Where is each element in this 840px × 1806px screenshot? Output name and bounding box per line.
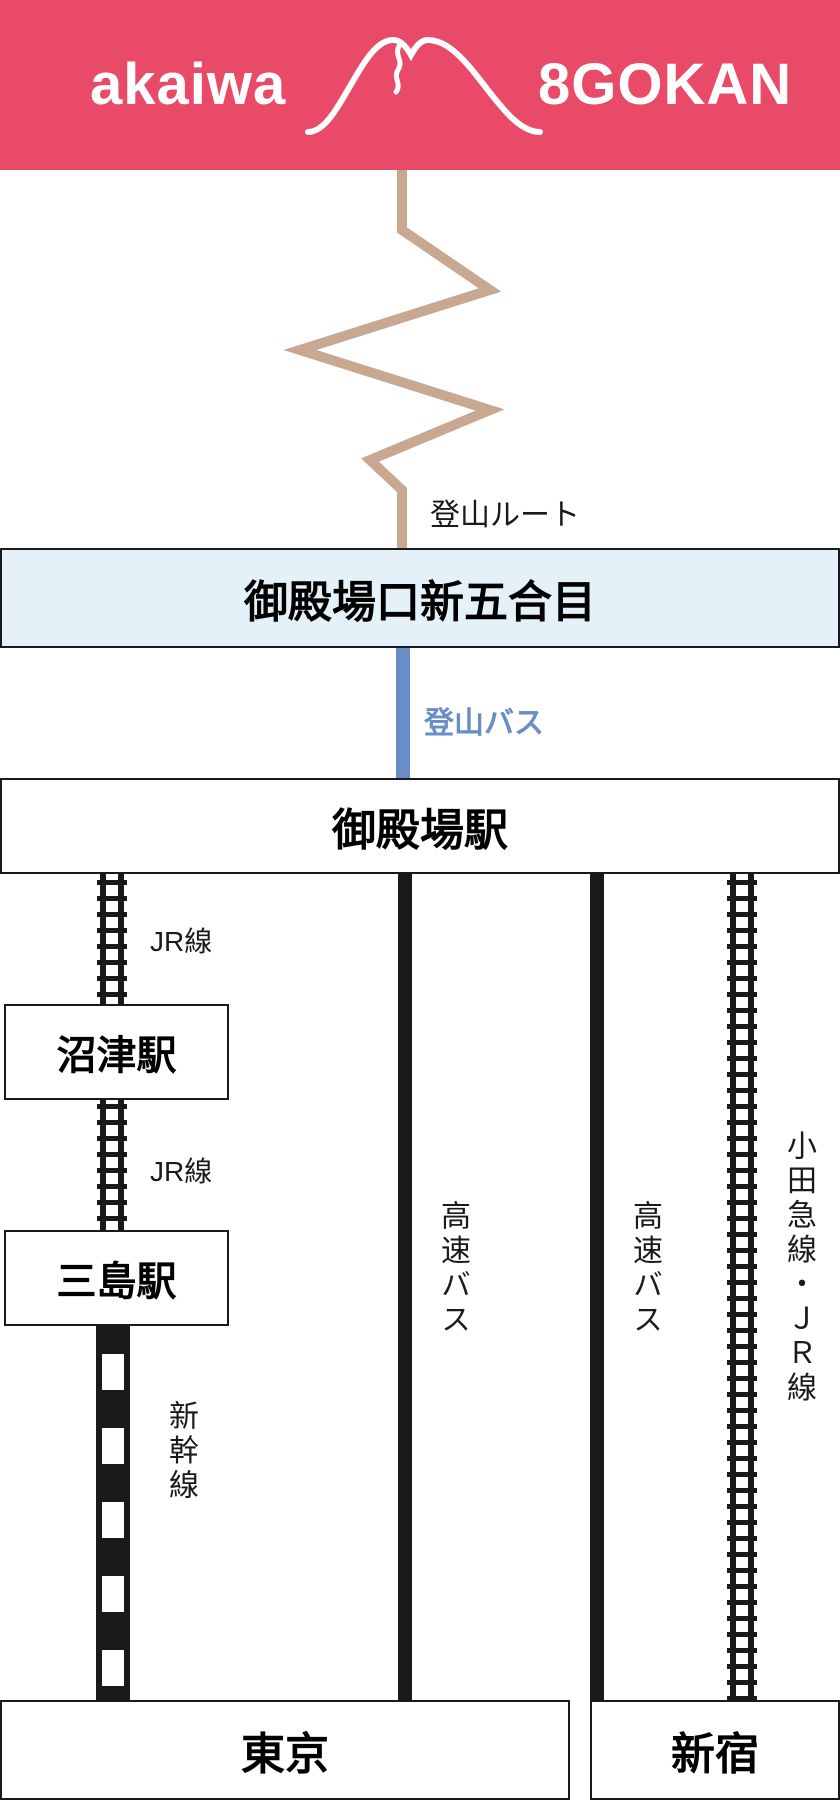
mountain-bus-line	[396, 648, 410, 778]
station-fifth-label: 御殿場口新五合目	[244, 566, 596, 630]
mountain-icon	[308, 40, 540, 132]
odakyu-jr-label: 小田急線・ＪＲ線	[776, 1130, 820, 1406]
banner-svg: akaiwa 8GOKAN	[0, 0, 840, 170]
station-gotemba: 御殿場駅	[0, 778, 840, 874]
station-fifth: 御殿場口新五合目	[0, 548, 840, 648]
highway-bus-label-1: 高速バス	[430, 1200, 474, 1338]
station-tokyo: 東京	[0, 1700, 570, 1800]
mountain-bus-label: 登山バス	[424, 698, 544, 742]
highway-bus-line-2	[590, 874, 604, 1700]
station-mishima: 三島駅	[4, 1230, 229, 1326]
banner-left-text: akaiwa	[90, 52, 286, 117]
shinkansen-label: 新幹線	[158, 1400, 202, 1504]
station-shinjuku-label: 新宿	[671, 1718, 759, 1782]
jr-label-1: JR線	[150, 920, 212, 960]
banner: akaiwa 8GOKAN	[0, 0, 840, 170]
rail-gotemba-numazu	[97, 874, 127, 1004]
station-gotemba-label: 御殿場駅	[332, 794, 508, 858]
station-shinjuku: 新宿	[590, 1700, 840, 1800]
banner-right-text: 8GOKAN	[538, 52, 792, 117]
station-tokyo-label: 東京	[241, 1718, 329, 1782]
jr-label-2: JR線	[150, 1150, 212, 1190]
shinkansen-line	[96, 1326, 130, 1700]
station-numazu-label: 沼津駅	[57, 1023, 177, 1081]
station-mishima-label: 三島駅	[57, 1249, 177, 1307]
highway-bus-label-2: 高速バス	[622, 1200, 666, 1338]
station-numazu: 沼津駅	[4, 1004, 229, 1100]
route-diagram: akaiwa 8GOKAN 登山ルート 御殿場口新五合目 登山バス 御殿場駅	[0, 0, 840, 1806]
highway-bus-line-1	[398, 874, 412, 1700]
hiking-route-path	[0, 170, 840, 548]
rail-numazu-mishima	[97, 1100, 127, 1230]
mountain-steam-icon	[396, 46, 400, 92]
hiking-route-label: 登山ルート	[430, 490, 580, 534]
rail-odakyu-jr	[727, 874, 757, 1700]
